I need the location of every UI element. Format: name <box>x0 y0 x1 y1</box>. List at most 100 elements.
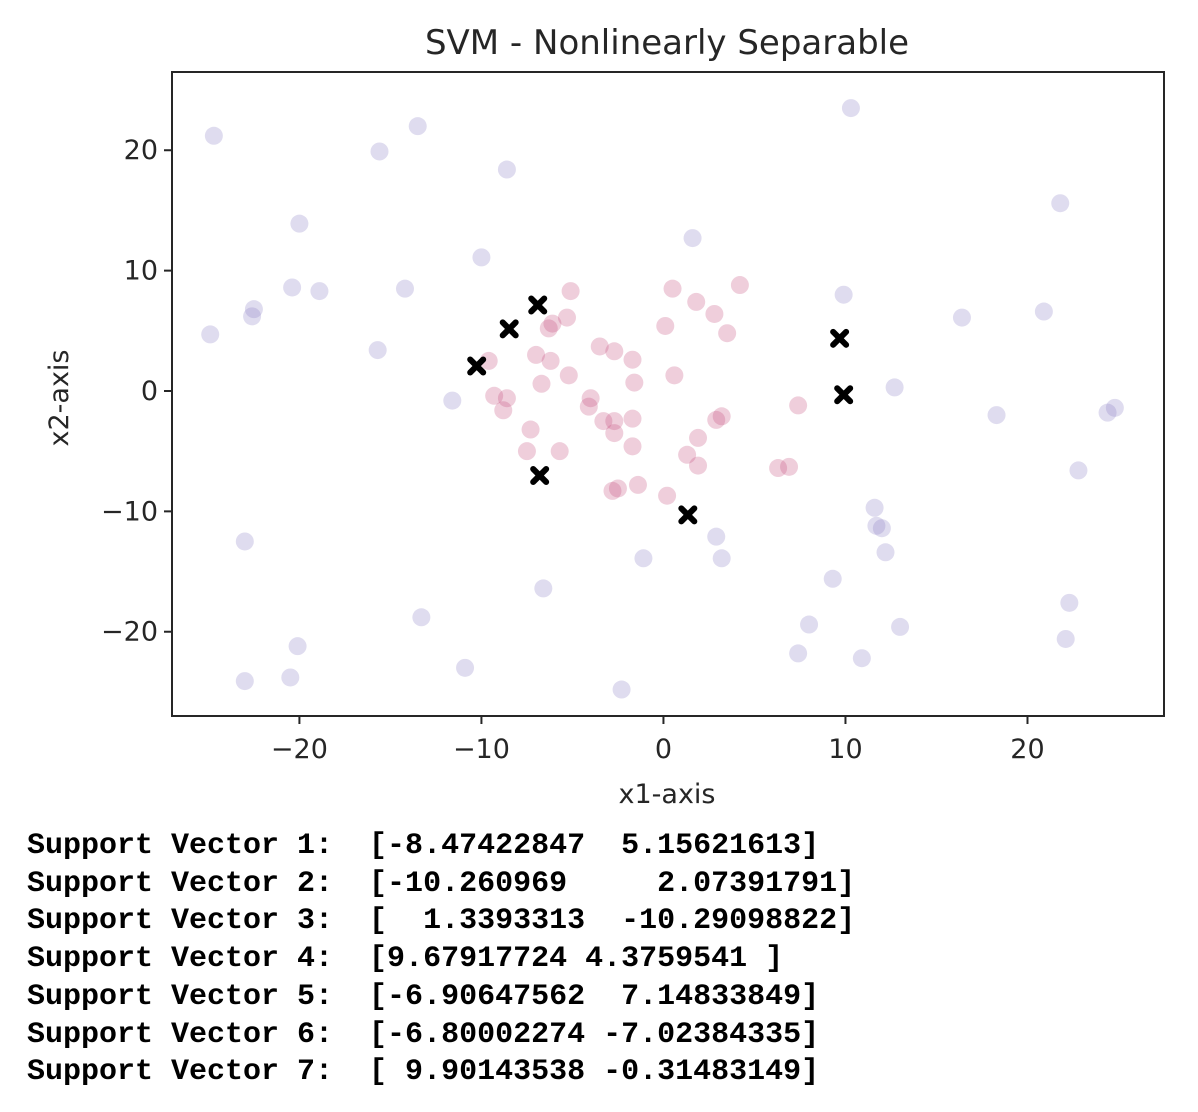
inner-class-point <box>689 456 708 475</box>
inner-class-point <box>665 366 684 385</box>
outer-class-point <box>201 325 220 344</box>
outer-class-point <box>456 658 475 677</box>
inner-class-point <box>527 345 546 364</box>
inner-class-point <box>608 479 627 498</box>
outer-class-point <box>852 649 871 668</box>
inner-class-point <box>663 279 682 298</box>
support-vector-marker <box>834 385 854 405</box>
inner-class-point <box>579 397 598 416</box>
inner-class-point <box>689 428 708 447</box>
chart-title: SVM - Nonlinearly Separable <box>425 23 909 63</box>
outer-class-point <box>235 532 254 551</box>
inner-class-point <box>594 412 613 431</box>
inner-class-point <box>497 389 516 408</box>
inner-class-point <box>559 366 578 385</box>
inner-class-point <box>539 319 558 338</box>
y-axis-label: x2-axis <box>44 350 75 447</box>
outer-class-point <box>244 300 263 319</box>
outer-class-point <box>885 378 904 397</box>
outer-class-point <box>1098 403 1117 422</box>
outer-class-point <box>472 248 491 267</box>
outer-class-point <box>288 637 307 656</box>
outer-class-point <box>370 142 389 161</box>
inner-class-point <box>605 412 624 431</box>
svm-scatter-chart: SVM - Nonlinearly Separable −20 −10 0 10 20 … <box>44 23 1165 810</box>
outer-class-point <box>707 527 726 546</box>
outer-class-point <box>235 672 254 691</box>
inner-class-point <box>658 486 677 505</box>
outer-class-point <box>1051 194 1070 213</box>
inner-class-point <box>705 304 724 323</box>
y-tick-label: 10 <box>124 256 158 287</box>
x-tick-label: −20 <box>271 734 328 765</box>
inner-class-point <box>581 389 600 408</box>
inner-class-point <box>521 420 540 439</box>
x-tick-label: 20 <box>1010 734 1044 765</box>
outer-class-point <box>283 278 302 297</box>
outer-class-point <box>800 615 819 634</box>
inner-class-point <box>625 373 644 392</box>
outer-class-point <box>497 160 516 179</box>
x-axis-label: x1-axis <box>619 779 716 810</box>
support-vector-marker <box>499 319 519 339</box>
outer-class-point <box>395 279 414 298</box>
outer-class-point <box>310 282 329 301</box>
inner-class-point <box>623 437 642 456</box>
outer-class-point <box>290 214 309 233</box>
inner-class-point <box>517 442 536 461</box>
support-vector-line: Support Vector 4: [9.67917724 4.3759541 … <box>27 942 784 977</box>
inner-class-point <box>605 424 624 443</box>
outer-class-point <box>368 341 387 360</box>
inner-class-point <box>656 316 675 335</box>
outer-class-point <box>952 308 971 327</box>
support-vector-marker <box>678 505 698 525</box>
support-vector-output: Support Vector 1: [-8.47422847 5.1562161… <box>27 828 855 1092</box>
inner-class-point <box>707 410 726 429</box>
outer-class-point <box>612 680 631 699</box>
outer-class-point <box>876 543 895 562</box>
outer-class-point <box>243 307 262 326</box>
outer-class-point <box>683 229 702 248</box>
support-vector-line: Support Vector 1: [-8.47422847 5.1562161… <box>27 829 820 863</box>
inner-class-point <box>605 342 624 361</box>
inner-class-point <box>628 475 647 494</box>
inner-class-point <box>789 396 808 415</box>
support-vector-marker <box>528 295 548 315</box>
outer-class-point <box>443 391 462 410</box>
outer-class-point <box>834 285 853 304</box>
support-vector-line: Support Vector 3: [ 1.3393313 -10.290988… <box>27 904 856 939</box>
inner-class-point <box>718 324 737 343</box>
outer-class-point <box>412 608 431 627</box>
inner-class-point <box>479 351 498 370</box>
y-tick-label: 0 <box>141 376 158 407</box>
outer-class-point <box>1105 398 1124 417</box>
x-tick-label: −10 <box>453 734 510 765</box>
outer-class-point <box>789 644 808 663</box>
inner-class-point <box>557 308 576 327</box>
inner-class-point <box>623 409 642 428</box>
support-vector-line: Support Vector 5: [-6.90647562 7.1483384… <box>27 979 820 1014</box>
inner-class-point <box>623 350 642 369</box>
outer-class-point <box>867 516 886 535</box>
y-tick-label: −20 <box>101 617 158 648</box>
outer-class-point <box>987 406 1006 425</box>
outer-class-point <box>841 99 860 118</box>
inner-class-point <box>780 457 799 476</box>
outer-class-point <box>281 668 300 687</box>
inner-class-point <box>678 445 697 464</box>
inner-class-point <box>687 292 706 311</box>
inner-class-point <box>532 374 551 393</box>
inner-class-point <box>494 401 513 420</box>
inner-class-point <box>590 337 609 356</box>
support-vector-line: Support Vector 6: [-6.80002274 -7.023843… <box>27 1017 820 1052</box>
y-tick-label: −10 <box>101 496 158 527</box>
y-tick-label: 20 <box>124 135 158 166</box>
points-layer <box>201 99 1124 699</box>
inner-class-point <box>603 481 622 500</box>
inner-class-point <box>561 282 580 301</box>
outer-class-point <box>634 549 653 568</box>
x-axis-ticks: −20 −10 0 10 20 <box>271 716 1045 765</box>
support-vector-marker <box>530 466 550 486</box>
x-tick-label: 10 <box>828 734 862 765</box>
x-tick-label: 0 <box>655 734 672 765</box>
